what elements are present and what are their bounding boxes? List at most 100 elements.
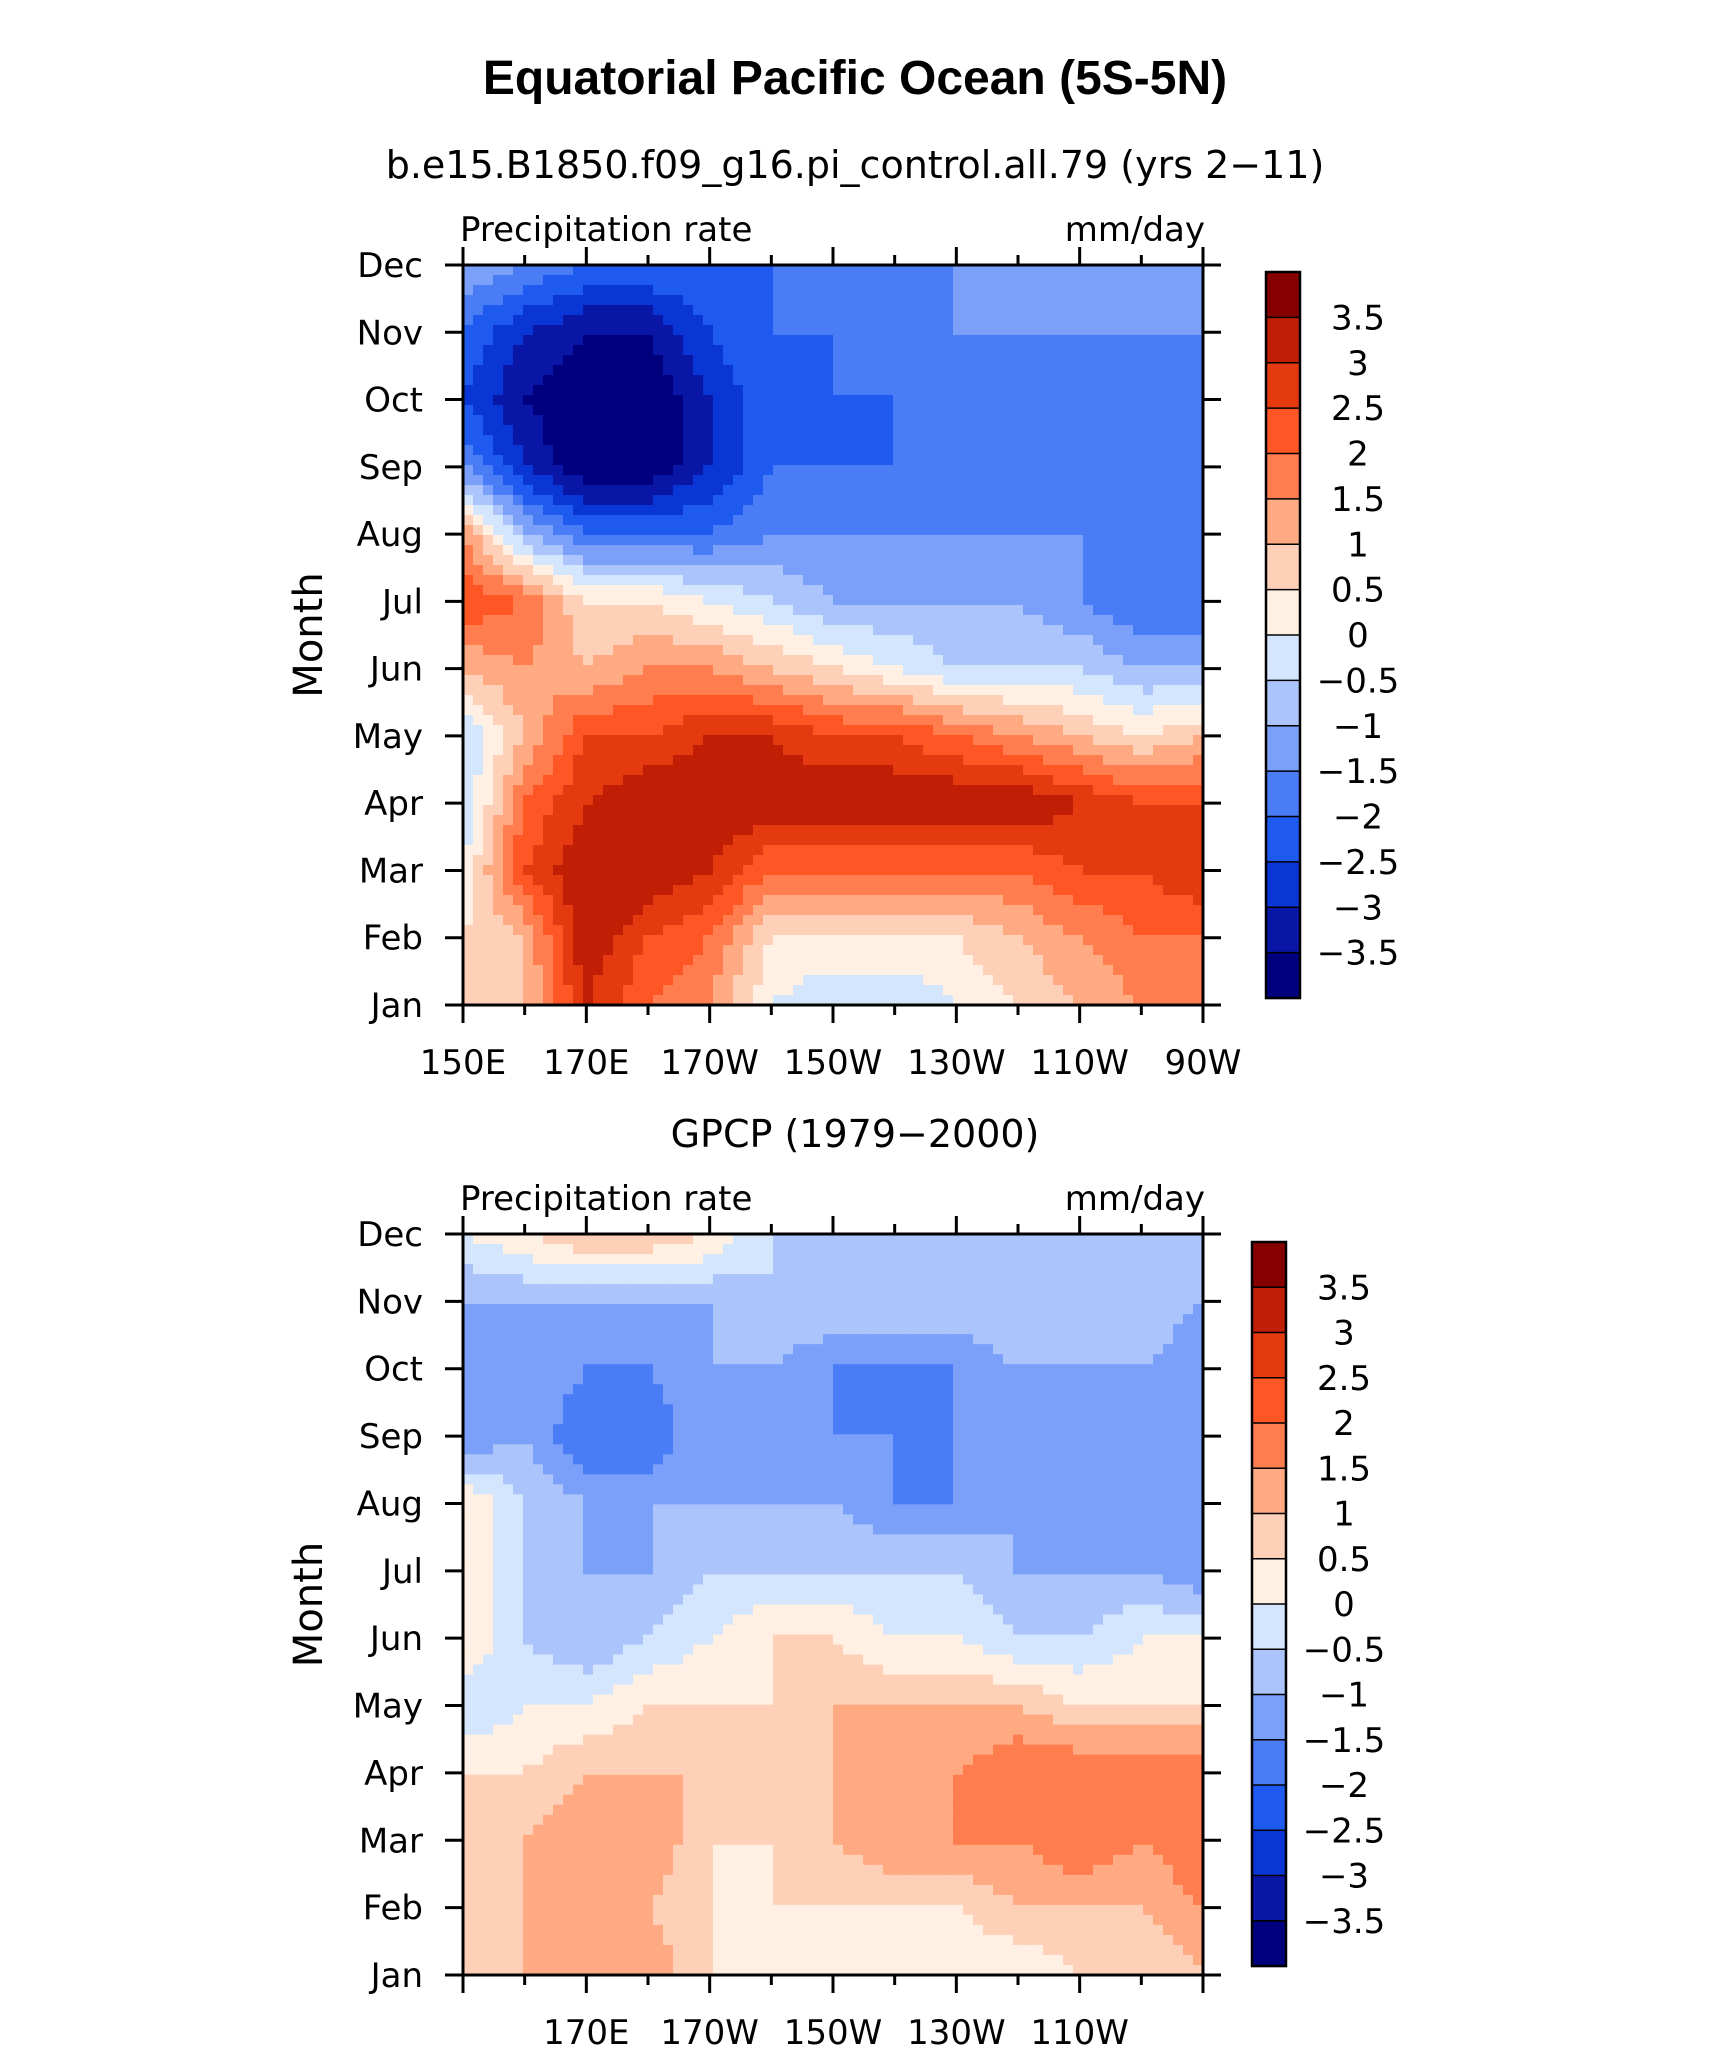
heatmap-cell: [1053, 605, 1064, 616]
heatmap-cell: [1083, 605, 1094, 616]
heatmap-cell: [613, 445, 624, 456]
panel-title: b.e15.B1850.f09_g16.pi_control.all.79 (y…: [386, 143, 1325, 187]
heatmap-cell: [473, 895, 484, 906]
heatmap-cell: [993, 515, 1004, 526]
heatmap-cell: [1093, 445, 1104, 456]
heatmap-cell: [523, 725, 534, 736]
heatmap-cell: [693, 645, 704, 656]
heatmap-cell: [733, 315, 744, 326]
heatmap-cell: [523, 705, 534, 716]
heatmap-cell: [1143, 905, 1154, 916]
heatmap-cell: [1053, 625, 1064, 636]
heatmap-cell: [813, 555, 824, 566]
heatmap-cell: [1063, 455, 1074, 466]
heatmap-cell: [493, 375, 504, 386]
heatmap-cell: [503, 565, 514, 576]
heatmap-cell: [1123, 325, 1134, 336]
heatmap-cell: [673, 915, 684, 926]
heatmap-cell: [1123, 855, 1134, 866]
heatmap-cell: [1023, 665, 1034, 676]
heatmap-cell: [1103, 265, 1114, 276]
heatmap-cell: [933, 895, 944, 906]
heatmap-cell: [913, 615, 924, 626]
heatmap-cell: [653, 595, 664, 606]
heatmap-cell: [1143, 475, 1154, 486]
heatmap-cell: [1133, 535, 1144, 546]
heatmap-cell: [1133, 565, 1144, 576]
heatmap-cell: [513, 535, 524, 546]
heatmap-cell: [523, 395, 534, 406]
heatmap-cell: [1193, 585, 1204, 596]
heatmap-cell: [1053, 285, 1064, 296]
heatmap-cell: [1173, 575, 1184, 586]
heatmap-cell: [483, 435, 494, 446]
heatmap-cell: [1163, 485, 1174, 496]
heatmap-cell: [1033, 315, 1044, 326]
heatmap-cell: [833, 265, 844, 276]
heatmap-cell: [493, 715, 504, 726]
heatmap-cell: [933, 505, 944, 516]
heatmap-cell: [533, 605, 544, 616]
heatmap-cell: [863, 395, 874, 406]
heatmap-cell: [943, 445, 954, 456]
heatmap-cell: [463, 365, 474, 376]
heatmap-cell: [823, 645, 834, 656]
heatmap-cell: [713, 475, 724, 486]
heatmap-cell: [803, 405, 814, 416]
heatmap-cell: [1193, 335, 1204, 346]
heatmap-cell: [583, 835, 594, 846]
heatmap-cell: [1153, 435, 1164, 446]
heatmap-cell: [733, 715, 744, 726]
heatmap-cell: [643, 375, 654, 386]
heatmap-cell: [833, 515, 844, 526]
heatmap-cell: [843, 535, 854, 546]
heatmap-cell: [533, 805, 544, 816]
heatmap-cell: [1083, 895, 1094, 906]
heatmap-cell: [713, 675, 724, 686]
heatmap-cell: [553, 925, 564, 936]
heatmap-cell: [583, 535, 594, 546]
heatmap-cell: [513, 725, 524, 736]
heatmap-cell: [623, 735, 634, 746]
heatmap-cell: [1063, 345, 1074, 356]
heatmap-cell: [703, 425, 714, 436]
heatmap-cell: [573, 535, 584, 546]
heatmap-cell: [943, 715, 954, 726]
heatmap-cell: [603, 695, 614, 706]
heatmap-cell: [853, 675, 864, 686]
heatmap-cell: [573, 355, 584, 366]
heatmap-cell: [743, 435, 754, 446]
heatmap-cell: [553, 405, 564, 416]
heatmap-cell: [763, 375, 774, 386]
heatmap-cell: [913, 905, 924, 916]
heatmap-cell: [653, 545, 664, 556]
heatmap-cell: [793, 615, 804, 626]
heatmap-cell: [673, 605, 684, 616]
heatmap-cell: [783, 345, 794, 356]
heatmap-cell: [1123, 545, 1134, 556]
heatmap-cell: [803, 825, 814, 836]
heatmap-cell: [803, 455, 814, 466]
heatmap-cell: [863, 865, 874, 876]
heatmap-cell: [573, 705, 584, 716]
heatmap-cell: [1113, 375, 1124, 386]
heatmap-cell: [1153, 675, 1164, 686]
heatmap-cell: [543, 715, 554, 726]
heatmap-cell: [583, 675, 594, 686]
heatmap-cell: [863, 435, 874, 446]
heatmap-cell: [693, 305, 704, 316]
heatmap-cell: [563, 435, 574, 446]
heatmap-cell: [1043, 795, 1054, 806]
heatmap-cell: [1113, 595, 1124, 606]
heatmap-cell: [1183, 545, 1194, 556]
heatmap-cell: [1173, 505, 1184, 516]
heatmap-cell: [803, 705, 814, 716]
heatmap-cell: [1193, 475, 1204, 486]
heatmap-cell: [643, 835, 654, 846]
heatmap-cell: [653, 275, 664, 286]
heatmap-cell: [633, 675, 644, 686]
heatmap-cell: [1143, 385, 1154, 396]
heatmap-cell: [593, 595, 604, 606]
heatmap-cell: [643, 465, 654, 476]
heatmap-cell: [613, 865, 624, 876]
